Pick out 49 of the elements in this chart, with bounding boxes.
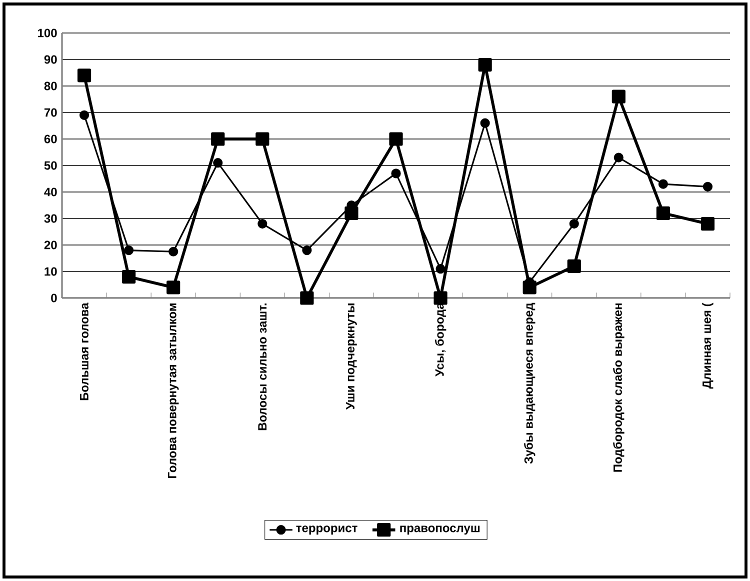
point	[478, 58, 492, 72]
y-tick-label: 40	[44, 188, 57, 196]
point	[122, 270, 136, 284]
point	[391, 168, 401, 178]
x-tick-label: Голова повернутая затылком	[168, 304, 179, 478]
legend-label: террорист	[296, 526, 358, 535]
point	[522, 280, 536, 294]
point	[700, 216, 715, 231]
point	[211, 132, 225, 146]
point	[436, 264, 446, 274]
point	[79, 110, 90, 120]
point	[702, 182, 713, 192]
point	[213, 158, 223, 168]
point	[614, 152, 624, 162]
point	[256, 132, 270, 146]
x-tick-label: Зубы выдающиеся вперед	[524, 302, 536, 464]
point	[612, 90, 626, 104]
y-tick-label: 70	[44, 108, 57, 117]
x-tick-label: Подбородок слабо выражен	[613, 304, 624, 472]
point	[124, 245, 134, 256]
point	[302, 245, 312, 256]
x-tick-label: Усы, борода	[434, 302, 446, 377]
point	[656, 206, 670, 220]
point	[300, 291, 314, 305]
y-tick-label: 20	[44, 240, 57, 250]
y-tick-label: 90	[44, 55, 57, 64]
x-tick-label: Волосы сильно зашт.	[258, 304, 267, 430]
point	[344, 206, 358, 220]
point	[258, 218, 268, 229]
x-tick-label: Длинная шея (	[702, 302, 714, 389]
point	[658, 179, 668, 189]
y-tick-label: 50	[44, 161, 57, 170]
y-tick-label: 80	[44, 82, 57, 90]
point	[166, 280, 180, 294]
x-tick-label: Большая голова	[80, 302, 88, 400]
point	[567, 259, 581, 273]
point	[434, 291, 448, 305]
point	[389, 132, 403, 146]
legend-label: правопослуш	[400, 526, 480, 535]
y-tick-label: 10	[44, 267, 57, 276]
y-tick-label: 30	[44, 214, 57, 223]
point	[77, 68, 92, 82]
y-tick-label: 100	[38, 28, 57, 38]
point	[168, 246, 178, 256]
point	[569, 218, 579, 229]
x-tick-label: Уши подчеркнуты	[346, 304, 357, 410]
y-tick-label: 0	[51, 294, 57, 302]
point	[480, 118, 490, 128]
y-tick-label: 60	[44, 134, 57, 144]
